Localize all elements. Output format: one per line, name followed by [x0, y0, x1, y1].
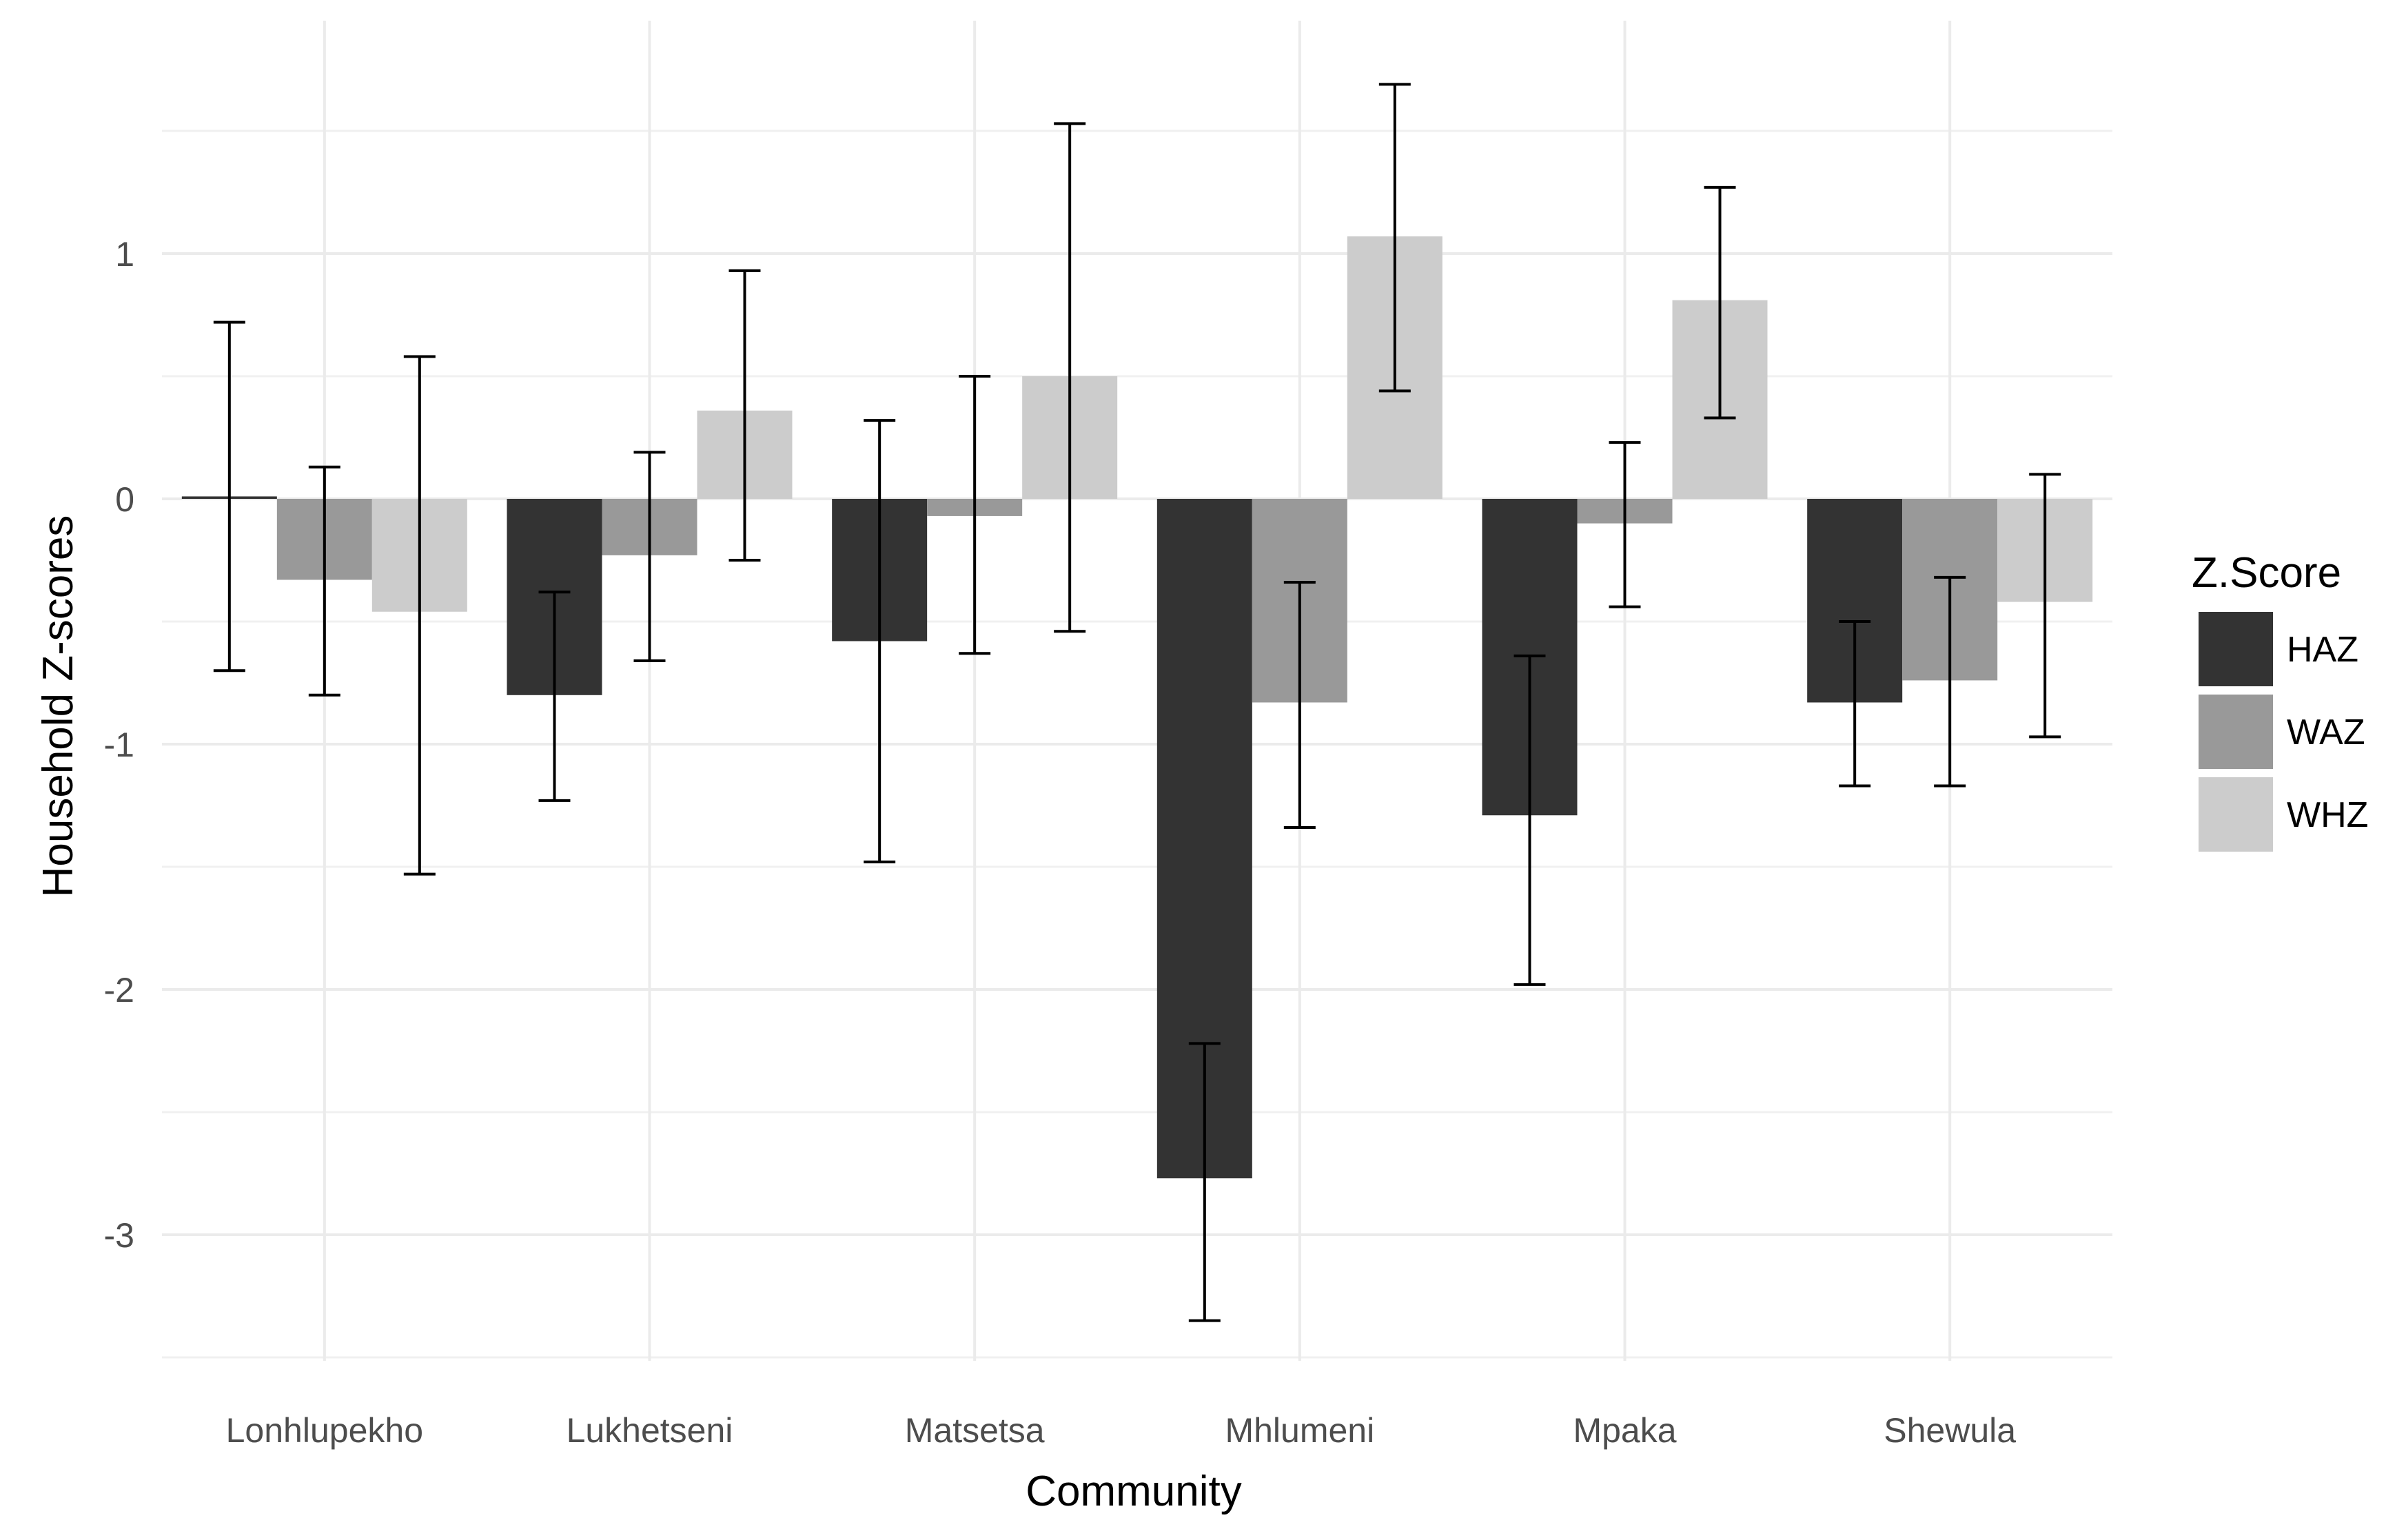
legend-label-waz: WAZ	[2287, 712, 2365, 752]
legend-key-whz	[2199, 777, 2273, 852]
legend-label-haz: HAZ	[2287, 630, 2358, 670]
y-tick-label: 0	[115, 480, 134, 519]
x-tick-label: Shewula	[1884, 1411, 2016, 1450]
legend: Z.Score HAZ WAZ WHZ	[2192, 549, 2368, 852]
legend-label-whz: WHZ	[2287, 795, 2368, 835]
y-tick-label: -2	[104, 971, 134, 1009]
legend-key-haz	[2199, 612, 2273, 686]
legend-key-waz	[2199, 695, 2273, 769]
y-axis-title: Household Z-scores	[34, 515, 82, 898]
x-tick-label: Lonhlupekho	[226, 1411, 423, 1450]
bars	[181, 236, 2093, 1179]
x-tick-label: Matsetsa	[905, 1411, 1045, 1450]
x-axis-title: Community	[1026, 1468, 1242, 1515]
legend-title: Z.Score	[2192, 549, 2341, 597]
y-tick-label: -3	[104, 1216, 134, 1255]
y-tick-labels: -3 -2 -1 0 1	[104, 235, 134, 1255]
x-tick-labels: Lonhlupekho Lukhetseni Matsetsa Mhlumeni Mpa…	[226, 1411, 2017, 1450]
y-tick-label: 1	[115, 235, 134, 274]
error-bars	[213, 83, 2061, 1322]
x-tick-label: Lukhetseni	[567, 1411, 733, 1450]
x-tick-label: Mhlumeni	[1225, 1411, 1374, 1450]
y-tick-label: -1	[104, 726, 134, 764]
x-tick-label: Mpaka	[1573, 1411, 1676, 1450]
